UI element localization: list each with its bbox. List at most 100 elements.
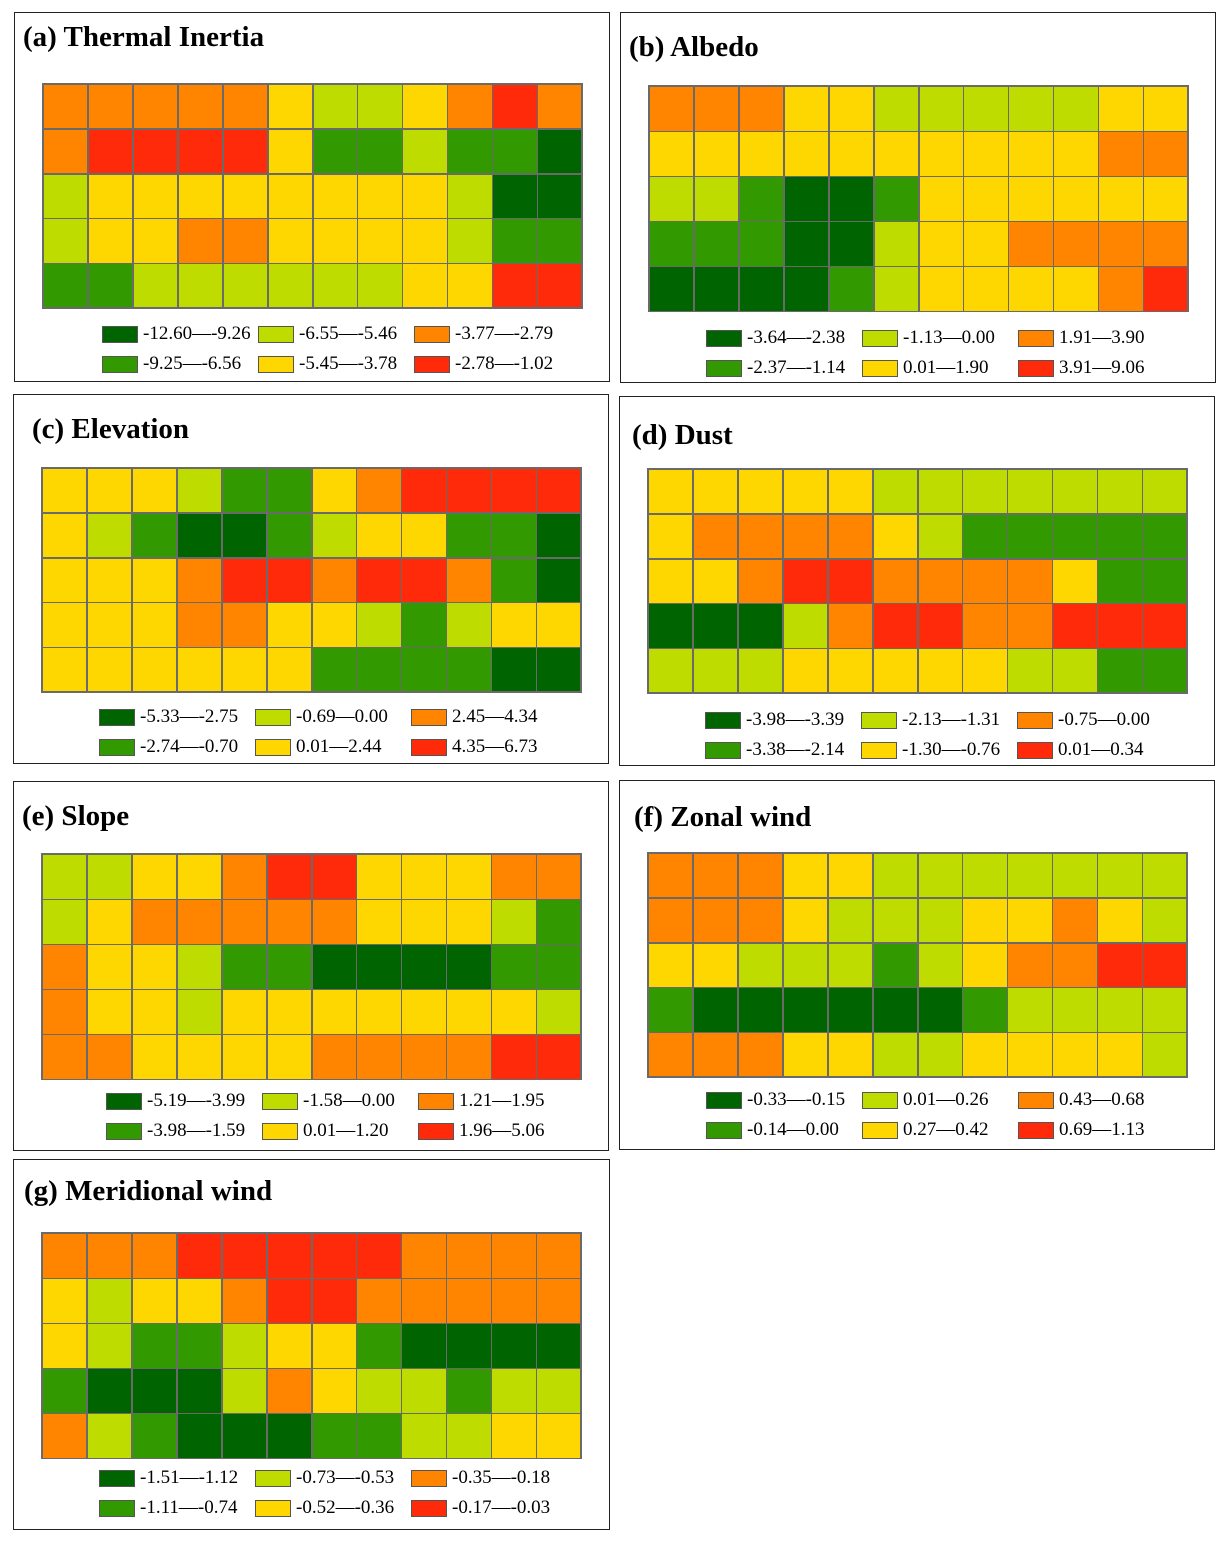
heatmap-cell xyxy=(962,513,1008,560)
heatmap-cell xyxy=(648,897,694,944)
heatmap-cell xyxy=(131,944,178,990)
heatmap-cell xyxy=(738,266,785,312)
heatmap-cell xyxy=(86,1034,133,1080)
heatmap-cell xyxy=(536,1233,582,1279)
heatmap-cell xyxy=(42,1278,88,1324)
panel-title: (g) Meridional wind xyxy=(24,1175,273,1207)
heatmap-cell xyxy=(401,899,447,945)
heatmap-cell xyxy=(1052,513,1098,560)
heatmap-cell xyxy=(692,603,739,649)
heatmap-cell xyxy=(447,84,493,130)
heatmap-cell xyxy=(1053,266,1099,312)
heatmap-cell xyxy=(737,648,784,694)
heatmap-cell xyxy=(131,557,178,603)
heatmap-cell xyxy=(1097,1032,1143,1078)
heatmap-cell xyxy=(176,899,223,945)
legend-swatch xyxy=(861,712,897,729)
heatmap-cell xyxy=(177,173,224,219)
heatmap-cell xyxy=(1052,469,1098,515)
heatmap-cell xyxy=(649,176,695,222)
heatmap-cell xyxy=(357,84,403,130)
heatmap-cell xyxy=(1142,942,1188,988)
heatmap-grid xyxy=(647,468,1188,694)
heatmap-cell xyxy=(492,218,538,264)
legend-label: -0.75—0.00 xyxy=(1058,709,1150,730)
heatmap-cell xyxy=(537,173,583,219)
heatmap-cell xyxy=(963,131,1009,177)
heatmap-grid xyxy=(647,852,1188,1078)
heatmap-cell xyxy=(311,1368,357,1414)
heatmap-cell xyxy=(536,989,582,1035)
heatmap-cell xyxy=(266,1368,312,1414)
heatmap-cell xyxy=(446,557,492,603)
heatmap-cell xyxy=(1142,987,1188,1033)
heatmap-cell xyxy=(356,602,402,648)
heatmap-cell xyxy=(401,647,447,693)
heatmap-cell xyxy=(648,1032,694,1078)
heatmap-cell xyxy=(536,1034,582,1080)
heatmap-cell xyxy=(446,1034,492,1080)
heatmap-cell xyxy=(311,1034,357,1080)
heatmap-cell xyxy=(87,84,134,130)
legend-label: -2.74—-0.70 xyxy=(140,736,239,757)
heatmap-cell xyxy=(42,557,88,603)
heatmap-cell xyxy=(692,513,739,560)
heatmap-cell xyxy=(917,558,963,604)
legend-label: -6.55—-5.46 xyxy=(299,323,398,344)
legend-swatch xyxy=(102,356,138,373)
heatmap-cell xyxy=(828,176,875,222)
heatmap-cell xyxy=(86,944,133,990)
heatmap-cell xyxy=(446,1323,492,1369)
heatmap-cell xyxy=(1008,86,1054,132)
heatmap-cell xyxy=(176,989,223,1035)
heatmap-cell xyxy=(86,557,133,603)
heatmap-cell xyxy=(42,989,88,1035)
heatmap-cell xyxy=(1053,221,1099,267)
heatmap-cell xyxy=(356,1323,402,1369)
heatmap-cell xyxy=(1097,648,1143,694)
heatmap-cell xyxy=(693,176,740,222)
heatmap-cell xyxy=(1097,513,1143,560)
panel-zonal-wind: (f) Zonal wind -0.33—-0.15 -0.14—0.00 0.01… xyxy=(619,780,1215,1150)
legend-swatch xyxy=(418,1093,454,1110)
legend-swatch xyxy=(418,1123,454,1140)
legend-label: 0.01—1.90 xyxy=(903,357,989,378)
heatmap-cell xyxy=(782,987,829,1033)
heatmap-cell xyxy=(1007,853,1053,899)
heatmap-cell xyxy=(648,513,694,560)
legend-label: -0.17—-0.03 xyxy=(452,1497,551,1518)
heatmap-cell xyxy=(537,263,583,309)
heatmap-cell xyxy=(492,263,538,309)
heatmap-cell xyxy=(648,648,694,694)
legend-swatch xyxy=(862,330,898,347)
heatmap-cell xyxy=(87,128,134,175)
heatmap-cell xyxy=(42,1034,88,1080)
legend-swatch xyxy=(99,709,135,726)
heatmap-cell xyxy=(42,854,88,900)
heatmap-cell xyxy=(311,602,357,648)
heatmap-cell xyxy=(447,128,493,175)
heatmap-cell xyxy=(42,944,88,990)
heatmap-cell xyxy=(267,128,313,175)
heatmap-cell xyxy=(1097,853,1143,899)
heatmap-cell xyxy=(312,128,358,175)
heatmap-cell xyxy=(491,1323,537,1369)
panel-title: (a) Thermal Inertia xyxy=(23,21,265,53)
heatmap-cell xyxy=(446,647,492,693)
heatmap-cell xyxy=(918,221,964,267)
heatmap-cell xyxy=(356,854,402,900)
heatmap-cell xyxy=(782,853,829,899)
heatmap-cell xyxy=(86,1233,133,1279)
legend-swatch xyxy=(861,742,897,759)
heatmap-cell xyxy=(492,128,538,175)
heatmap-cell xyxy=(222,84,269,130)
heatmap-cell xyxy=(872,897,918,944)
heatmap-cell xyxy=(1142,897,1188,944)
heatmap-cell xyxy=(873,86,919,132)
legend-swatch xyxy=(706,1092,742,1109)
heatmap-cell xyxy=(962,1032,1008,1078)
heatmap-cell xyxy=(693,86,740,132)
heatmap-cell xyxy=(782,897,829,944)
heatmap-cell xyxy=(86,854,133,900)
heatmap-cell xyxy=(783,221,830,267)
